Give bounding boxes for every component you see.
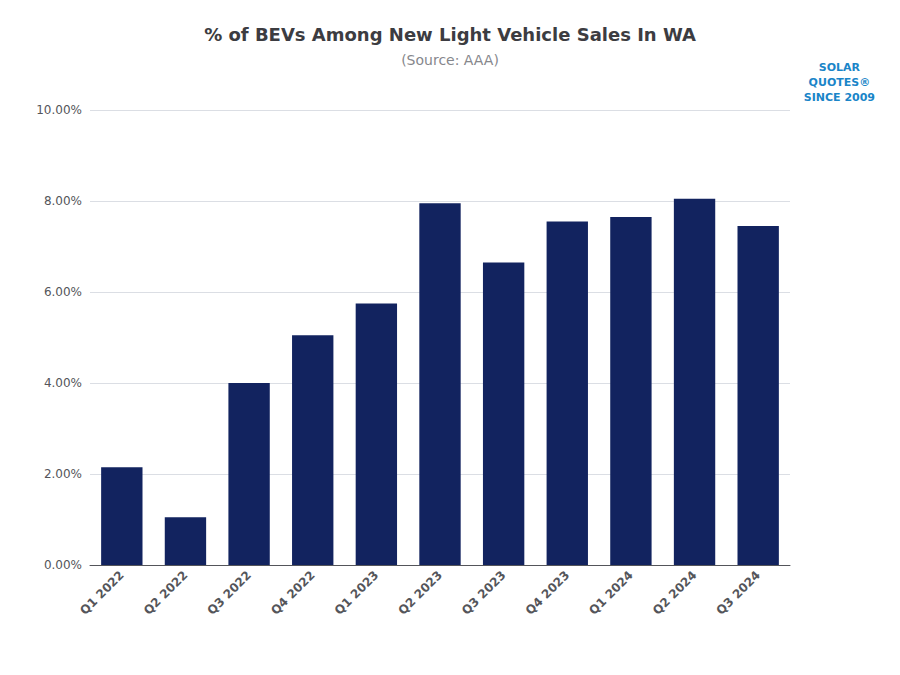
svg-text:8.00%: 8.00%: [44, 194, 82, 208]
svg-text:% of BEVs Among New Light Vehi: % of BEVs Among New Light Vehicle Sales …: [204, 24, 696, 45]
svg-text:Q3 2024: Q3 2024: [714, 568, 764, 618]
svg-text:6.00%: 6.00%: [44, 285, 82, 299]
svg-text:Q1 2024: Q1 2024: [586, 568, 636, 618]
svg-text:Q3 2022: Q3 2022: [204, 568, 254, 618]
svg-text:10.00%: 10.00%: [36, 103, 82, 117]
svg-text:0.00%: 0.00%: [44, 558, 82, 572]
svg-text:(Source: AAA): (Source: AAA): [401, 52, 499, 68]
svg-text:Q3 2023: Q3 2023: [459, 568, 509, 618]
svg-text:SINCE 2009: SINCE 2009: [804, 91, 875, 104]
svg-text:Q2 2022: Q2 2022: [141, 568, 191, 618]
svg-text:SOLAR: SOLAR: [819, 61, 861, 74]
svg-text:4.00%: 4.00%: [44, 376, 82, 390]
svg-text:2.00%: 2.00%: [44, 467, 82, 481]
svg-text:Q4 2022: Q4 2022: [268, 568, 318, 618]
svg-text:Q2 2023: Q2 2023: [395, 568, 445, 618]
svg-text:Q4 2023: Q4 2023: [523, 568, 573, 618]
svg-text:Q2 2024: Q2 2024: [650, 568, 700, 618]
svg-text:Q1 2022: Q1 2022: [77, 568, 127, 618]
svg-text:Q1 2023: Q1 2023: [332, 568, 382, 618]
svg-text:QUOTES®: QUOTES®: [809, 76, 871, 89]
